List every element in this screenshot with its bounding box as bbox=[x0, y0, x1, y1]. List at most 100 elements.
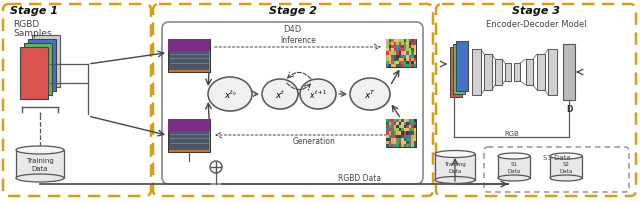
Bar bbox=[408, 135, 411, 138]
Bar bbox=[411, 122, 413, 126]
Bar bbox=[403, 141, 406, 144]
Bar bbox=[406, 40, 408, 43]
Bar bbox=[394, 49, 396, 52]
Bar bbox=[16, 150, 64, 178]
Bar bbox=[391, 55, 394, 58]
Bar bbox=[388, 144, 391, 147]
Bar bbox=[391, 144, 394, 147]
Ellipse shape bbox=[300, 80, 336, 109]
Bar bbox=[399, 46, 401, 49]
Ellipse shape bbox=[498, 175, 530, 181]
Bar bbox=[396, 135, 399, 138]
Bar bbox=[396, 126, 399, 129]
Bar bbox=[396, 122, 399, 126]
Bar bbox=[396, 144, 399, 147]
Bar bbox=[401, 49, 403, 52]
Text: Training: Training bbox=[26, 157, 54, 163]
Bar bbox=[408, 52, 411, 55]
Bar bbox=[401, 144, 403, 147]
Bar bbox=[413, 65, 416, 68]
Bar bbox=[391, 49, 394, 52]
Bar bbox=[394, 46, 396, 49]
Bar bbox=[413, 61, 416, 65]
Text: Stage 3: Stage 3 bbox=[512, 6, 560, 16]
Bar bbox=[394, 52, 396, 55]
Bar bbox=[411, 49, 413, 52]
Bar bbox=[411, 135, 413, 138]
Bar bbox=[386, 119, 416, 147]
Bar bbox=[408, 129, 411, 132]
Bar bbox=[563, 45, 575, 101]
Bar bbox=[413, 49, 416, 52]
Bar bbox=[411, 126, 413, 129]
Bar bbox=[401, 61, 403, 65]
Bar bbox=[413, 43, 416, 46]
Bar bbox=[386, 144, 388, 147]
Bar bbox=[403, 132, 406, 135]
Bar bbox=[399, 119, 401, 122]
Ellipse shape bbox=[263, 81, 299, 110]
Bar bbox=[32, 36, 60, 87]
Text: S1: S1 bbox=[511, 162, 518, 167]
Bar bbox=[24, 44, 52, 96]
Text: $x^{t+1}$: $x^{t+1}$ bbox=[308, 88, 327, 101]
Ellipse shape bbox=[262, 80, 298, 109]
Bar bbox=[386, 55, 388, 58]
Bar bbox=[386, 58, 388, 61]
Bar bbox=[408, 43, 411, 46]
Bar bbox=[394, 144, 396, 147]
Bar bbox=[411, 141, 413, 144]
Bar bbox=[399, 138, 401, 141]
Bar bbox=[391, 135, 394, 138]
Ellipse shape bbox=[550, 153, 582, 159]
Bar bbox=[413, 144, 416, 147]
Bar bbox=[408, 132, 411, 135]
Bar bbox=[413, 58, 416, 61]
Bar bbox=[388, 129, 391, 132]
Bar bbox=[406, 141, 408, 144]
Bar bbox=[408, 141, 411, 144]
Bar bbox=[411, 52, 413, 55]
Ellipse shape bbox=[209, 79, 253, 113]
Bar bbox=[403, 43, 406, 46]
Bar bbox=[406, 119, 408, 122]
Bar bbox=[388, 40, 391, 43]
Bar bbox=[388, 65, 391, 68]
Bar bbox=[411, 40, 413, 43]
Bar bbox=[413, 40, 416, 43]
Bar bbox=[401, 65, 403, 68]
Bar bbox=[413, 119, 416, 122]
Bar bbox=[408, 55, 411, 58]
Bar bbox=[386, 119, 388, 122]
Bar bbox=[408, 119, 411, 122]
Bar bbox=[413, 46, 416, 49]
Text: Inference: Inference bbox=[280, 36, 316, 45]
Bar bbox=[411, 132, 413, 135]
Bar bbox=[401, 141, 403, 144]
Text: Data: Data bbox=[448, 169, 461, 174]
Ellipse shape bbox=[350, 79, 390, 110]
Text: $x^{t_0}$: $x^{t_0}$ bbox=[223, 88, 236, 101]
Bar bbox=[168, 40, 210, 51]
Bar bbox=[396, 58, 399, 61]
Bar bbox=[394, 129, 396, 132]
Bar bbox=[394, 141, 396, 144]
Bar bbox=[391, 52, 394, 55]
Bar bbox=[388, 58, 391, 61]
Bar bbox=[411, 55, 413, 58]
Text: Generation: Generation bbox=[292, 136, 335, 145]
Bar bbox=[391, 40, 394, 43]
Bar bbox=[388, 119, 391, 122]
Bar bbox=[403, 61, 406, 65]
Bar bbox=[394, 119, 396, 122]
Ellipse shape bbox=[498, 153, 530, 159]
Bar bbox=[408, 46, 411, 49]
Ellipse shape bbox=[16, 146, 64, 154]
Bar bbox=[394, 40, 396, 43]
Bar bbox=[406, 43, 408, 46]
Bar bbox=[168, 119, 210, 131]
Text: RGB: RGB bbox=[504, 130, 519, 136]
Bar bbox=[399, 144, 401, 147]
Bar bbox=[403, 144, 406, 147]
Bar bbox=[411, 43, 413, 46]
